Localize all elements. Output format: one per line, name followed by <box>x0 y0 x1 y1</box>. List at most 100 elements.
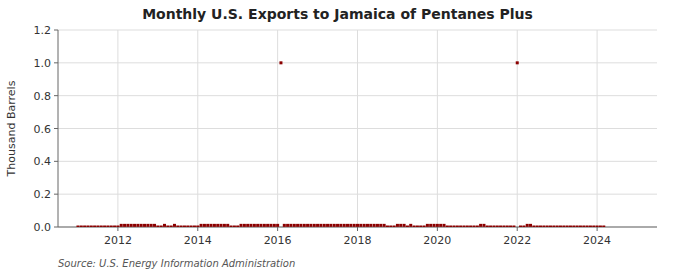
x-tick <box>437 227 438 231</box>
point <box>599 226 602 228</box>
x-grid-line <box>117 30 118 227</box>
y-axis-label: Thousand Barrels <box>5 80 18 177</box>
point <box>379 224 382 227</box>
point <box>306 224 309 227</box>
point <box>223 224 226 227</box>
point <box>602 226 605 228</box>
point <box>216 224 219 227</box>
point <box>143 224 146 227</box>
point <box>539 226 542 228</box>
point <box>289 224 292 227</box>
point <box>569 226 572 228</box>
x-tick-label: 2016 <box>264 234 292 247</box>
y-axis-line <box>58 30 59 227</box>
point <box>516 61 519 64</box>
point <box>76 226 79 228</box>
point <box>286 224 289 227</box>
point <box>459 226 462 228</box>
point <box>93 226 96 228</box>
point <box>140 224 143 227</box>
point <box>426 224 429 227</box>
x-tick <box>277 227 278 231</box>
point <box>303 224 306 227</box>
point <box>240 224 243 227</box>
point <box>263 224 266 227</box>
point <box>466 226 469 228</box>
point <box>386 226 389 228</box>
point <box>230 226 233 228</box>
point <box>492 226 495 228</box>
y-tick <box>54 95 58 96</box>
y-tick <box>54 227 58 228</box>
point <box>329 224 332 227</box>
point <box>226 224 229 227</box>
point <box>243 224 246 227</box>
point <box>113 226 116 228</box>
point <box>453 226 456 228</box>
point <box>423 226 426 228</box>
point <box>383 224 386 227</box>
x-tick <box>517 227 518 231</box>
x-grid-line <box>277 30 278 227</box>
grid <box>58 30 657 227</box>
point <box>133 224 136 227</box>
point <box>416 226 419 228</box>
point <box>489 226 492 228</box>
x-tick <box>597 227 598 231</box>
point <box>536 226 539 228</box>
annotation: Source: U.S. Energy Information Administ… <box>58 258 295 269</box>
point <box>559 226 562 228</box>
chart: Monthly U.S. Exports to Jamaica of Penta… <box>0 0 675 275</box>
point <box>346 224 349 227</box>
point <box>532 226 535 228</box>
point <box>326 224 329 227</box>
point <box>276 224 279 227</box>
point <box>150 224 153 227</box>
point <box>253 224 256 227</box>
point <box>576 226 579 228</box>
point <box>403 224 406 227</box>
point <box>193 226 196 228</box>
point <box>446 226 449 228</box>
point <box>509 226 512 228</box>
x-tick-label: 2018 <box>344 234 372 247</box>
x-tick <box>197 227 198 231</box>
point <box>499 226 502 228</box>
point <box>120 224 123 227</box>
x-tick <box>117 227 118 231</box>
point <box>469 226 472 228</box>
x-grid-line <box>357 30 358 227</box>
y-tick-label: 0.2 <box>34 188 52 201</box>
point <box>556 226 559 228</box>
point <box>266 224 269 227</box>
point <box>220 224 223 227</box>
x-grid-line <box>197 30 198 227</box>
point <box>339 224 342 227</box>
point <box>419 226 422 228</box>
point <box>126 224 129 227</box>
point <box>482 224 485 227</box>
x-grid-line <box>437 30 438 227</box>
point <box>176 226 179 228</box>
point <box>546 226 549 228</box>
point <box>596 226 599 228</box>
point <box>506 226 509 228</box>
point <box>269 224 272 227</box>
point <box>343 224 346 227</box>
point <box>213 224 216 227</box>
point <box>259 224 262 227</box>
point <box>313 224 316 227</box>
point <box>519 226 522 228</box>
y-tick <box>54 194 58 195</box>
point <box>210 224 213 227</box>
point <box>163 224 166 227</box>
point <box>522 226 525 228</box>
point <box>316 224 319 227</box>
point <box>323 224 326 227</box>
point <box>200 224 203 227</box>
x-grid-line <box>597 30 598 227</box>
point <box>279 61 282 64</box>
point <box>433 224 436 227</box>
point <box>589 226 592 228</box>
point <box>186 226 189 228</box>
